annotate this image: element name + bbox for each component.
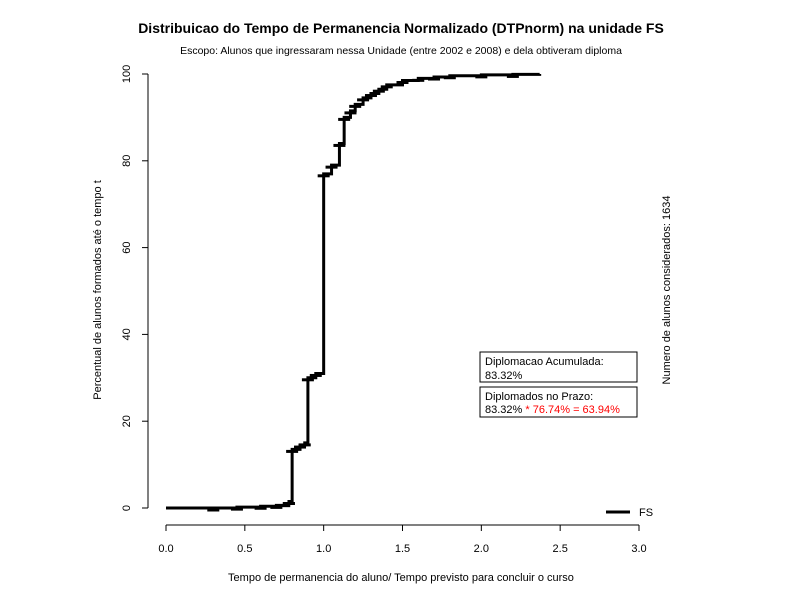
plot-area: [166, 72, 542, 512]
y-tick-label: 40: [121, 328, 133, 340]
y-tick-label: 20: [121, 415, 133, 427]
chart-title: Distribuicao do Tempo de Permanencia Nor…: [138, 20, 664, 36]
y-tick-label: 100: [121, 65, 133, 83]
y-axis: 0 20 40 60 80 100: [121, 65, 149, 511]
x-tick-label: 1.5: [395, 543, 410, 555]
series-line-fs: [166, 72, 542, 510]
annotation-box-accumulated-frame: [479, 351, 638, 383]
annotation-box-on-time: Diplomados no Prazo: 83.32% * 76.74% = 6…: [479, 386, 638, 418]
right-side-label: Numero de alunos considerados: 1634: [661, 196, 673, 385]
y-tick-label: 80: [121, 155, 133, 167]
x-tick-label: 2.0: [474, 543, 489, 555]
legend-label-fs: FS: [639, 507, 653, 519]
x-axis: 0.0 0.5 1.0 1.5 2.0 2.5 3.0: [158, 524, 647, 555]
x-tick-label: 2.5: [553, 543, 568, 555]
annotation-accumulated-value: 83.32%: [485, 370, 523, 382]
x-tick-label: 0.0: [158, 543, 173, 555]
legend: FS: [606, 507, 653, 519]
annotation-on-time-values: 83.32% * 76.74% = 63.94%: [485, 404, 620, 416]
annotation-on-time-value: 83.32%: [485, 404, 523, 416]
x-axis-label: Tempo de permanencia do aluno/ Tempo pre…: [228, 572, 574, 584]
x-tick-label: 1.0: [316, 543, 331, 555]
y-axis-label: Percentual de alunos formados até o temp…: [92, 180, 104, 400]
annotation-on-time-extra: * 76.74% = 63.94%: [522, 404, 620, 416]
chart-subtitle: Escopo: Alunos que ingressaram nessa Uni…: [180, 45, 622, 57]
annotation-accumulated-label: Diplomacao Acumulada:: [485, 356, 604, 368]
annotation-box-accumulated: Diplomacao Acumulada: 83.32%: [479, 351, 638, 383]
y-tick-label: 60: [121, 241, 133, 253]
x-tick-label: 3.0: [631, 543, 646, 555]
x-tick-label: 0.5: [237, 543, 252, 555]
annotation-on-time-label: Diplomados no Prazo:: [485, 391, 593, 403]
y-tick-label: 0: [121, 505, 133, 511]
annotation-box-on-time-frame: [479, 386, 638, 418]
